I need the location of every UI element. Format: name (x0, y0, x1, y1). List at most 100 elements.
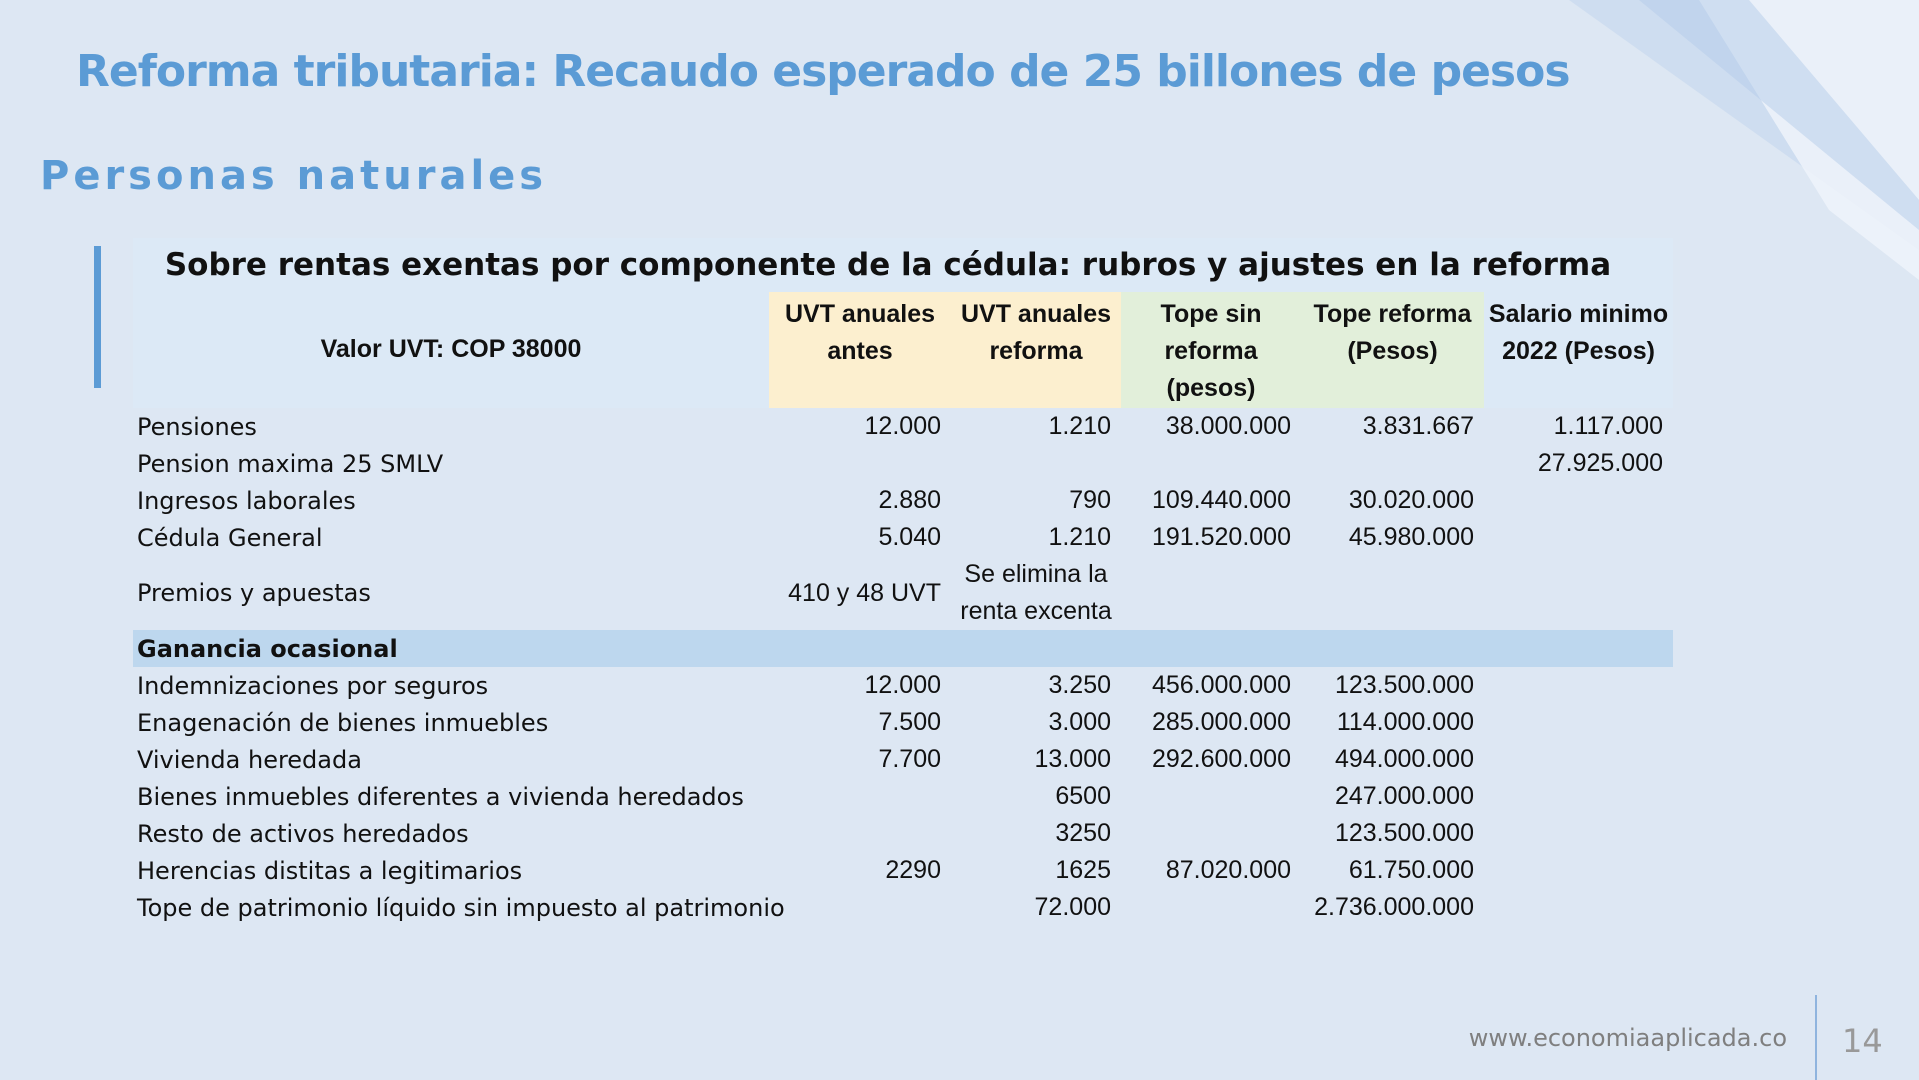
row-label: Indemnizaciones por seguros (137, 671, 489, 700)
tope-reforma-cell: 114.000.000 (1336, 708, 1474, 736)
uvt-antes-cell: 2290 (885, 856, 941, 884)
row-label: Tope de patrimonio líquido sin impuesto … (137, 893, 785, 922)
table-row: Pension maxima 25 SMLV 27.925.000 (133, 445, 1673, 482)
uvt-antes-cell (769, 889, 951, 926)
tope-reforma-cell: 45.980.000 (1348, 523, 1474, 551)
uvt-antes-cell: 5.040 (878, 523, 941, 551)
salario-cell (1484, 482, 1673, 519)
uvt-reforma-cell: 3.250 (1048, 671, 1111, 699)
salario-cell (1484, 519, 1673, 556)
table-row: Pensiones 12.000 1.210 38.000.000 3.831.… (133, 408, 1673, 445)
tope-reforma-cell: 30.020.000 (1348, 486, 1474, 514)
uvt-reforma-cell: 790 (1069, 486, 1111, 514)
uvt-reforma-cell: 3250 (1055, 819, 1111, 847)
header-salario-minimo: Salario minimo 2022 (Pesos) (1484, 292, 1673, 408)
salario-cell (1484, 778, 1673, 815)
section-header-row: Ganancia ocasional (133, 630, 1673, 667)
tope-sin-cell: 456.000.000 (1151, 671, 1291, 699)
salario-cell (1484, 741, 1673, 778)
table-row: Bienes inmuebles diferentes a vivienda h… (133, 778, 1673, 815)
exempt-income-table: Sobre rentas exentas por componente de l… (133, 238, 1673, 926)
row-label: Bienes inmuebles diferentes a vivienda h… (137, 782, 744, 811)
uvt-reforma-cell: 1625 (1055, 856, 1111, 884)
uvt-antes-cell (769, 815, 951, 852)
row-label: Ingresos laborales (137, 486, 356, 515)
row-label: Herencias distitas a legitimarios (137, 856, 523, 885)
row-label: Cédula General (137, 523, 323, 552)
footer-divider (1815, 995, 1817, 1080)
uvt-reforma-cell: 72.000 (1034, 893, 1111, 921)
header-uvt-antes: UVT anuales antes (769, 292, 951, 408)
slide-title: Reforma tributaria: Recaudo esperado de … (76, 46, 1571, 97)
uvt-reforma-cell: 13.000 (1034, 745, 1111, 773)
footer-url: www.economiaaplicada.co (1468, 1024, 1787, 1052)
accent-bar (94, 246, 101, 388)
tope-sin-cell (1121, 556, 1301, 630)
uvt-reforma-cell (951, 445, 1121, 482)
uvt-antes-cell: 2.880 (878, 486, 941, 514)
tope-reforma-cell: 123.500.000 (1334, 819, 1474, 847)
tope-reforma-cell: 247.000.000 (1334, 782, 1474, 810)
tope-reforma-cell: 3.831.667 (1362, 412, 1474, 440)
row-label: Enagenación de bienes inmuebles (137, 708, 549, 737)
table-row: Premios y apuestas 410 y 48 UVT Se elimi… (133, 556, 1673, 630)
salario-cell (1484, 889, 1673, 926)
uvt-value-header: Valor UVT: COP 38000 (133, 292, 769, 408)
tope-sin-cell: 285.000.000 (1151, 708, 1291, 736)
header-uvt-reforma: UVT anuales reforma (951, 292, 1121, 408)
tope-reforma-cell: 123.500.000 (1334, 671, 1474, 699)
section-label: Ganancia ocasional (133, 630, 1673, 667)
table-row: Resto de activos heredados 3250 123.500.… (133, 815, 1673, 852)
tope-sin-cell (1121, 445, 1301, 482)
row-label: Pensiones (137, 412, 257, 441)
tope-sin-cell (1121, 778, 1301, 815)
table-row: Herencias distitas a legitimarios 2290 1… (133, 852, 1673, 889)
uvt-reforma-cell: 3.000 (1048, 708, 1111, 736)
uvt-reforma-cell: Se elimina la renta excenta (960, 560, 1112, 625)
row-label: Resto de activos heredados (137, 819, 469, 848)
page-number: 14 (1842, 1022, 1883, 1060)
tope-sin-cell: 292.600.000 (1151, 745, 1291, 773)
table-row: Ingresos laborales 2.880 790 109.440.000… (133, 482, 1673, 519)
header-row: Valor UVT: COP 38000 UVT anuales antes U… (133, 292, 1673, 408)
uvt-antes-cell (769, 778, 951, 815)
table-row: Cédula General 5.040 1.210 191.520.000 4… (133, 519, 1673, 556)
tope-sin-cell (1121, 815, 1301, 852)
salario-cell (1484, 704, 1673, 741)
tope-sin-cell: 38.000.000 (1165, 412, 1291, 440)
slide-subtitle: Personas naturales (40, 153, 548, 199)
tope-reforma-cell (1301, 445, 1484, 482)
uvt-antes-cell: 7.700 (878, 745, 941, 773)
salario-cell: 1.117.000 (1553, 412, 1663, 440)
uvt-antes-cell: 12.000 (864, 412, 941, 440)
salario-cell (1484, 667, 1673, 704)
uvt-antes-cell: 12.000 (864, 671, 941, 699)
tope-reforma-cell: 494.000.000 (1334, 745, 1474, 773)
uvt-antes-cell: 410 y 48 UVT (788, 578, 941, 607)
uvt-reforma-cell: 1.210 (1048, 412, 1111, 440)
header-tope-sin-reforma: Tope sin reforma (pesos) (1121, 292, 1301, 408)
uvt-antes-cell (769, 445, 951, 482)
uvt-antes-cell: 7.500 (878, 708, 941, 736)
row-label: Premios y apuestas (137, 579, 371, 607)
table-row: Indemnizaciones por seguros 12.000 3.250… (133, 667, 1673, 704)
tope-reforma-cell: 2.736.000.000 (1314, 893, 1474, 921)
tope-sin-cell: 109.440.000 (1151, 486, 1291, 514)
uvt-reforma-cell: 6500 (1055, 782, 1111, 810)
salario-cell (1484, 815, 1673, 852)
uvt-reforma-cell: 1.210 (1048, 523, 1111, 551)
table-row: Vivienda heredada 7.700 13.000 292.600.0… (133, 741, 1673, 778)
row-label: Vivienda heredada (137, 745, 362, 774)
tope-reforma-cell: 61.750.000 (1348, 856, 1474, 884)
salario-cell (1484, 852, 1673, 889)
tope-sin-cell: 87.020.000 (1165, 856, 1291, 884)
tope-sin-cell: 191.520.000 (1151, 523, 1291, 551)
decorative-corner-shapes (1569, 0, 1919, 280)
table-row: Tope de patrimonio líquido sin impuesto … (133, 889, 1673, 926)
row-label: Pension maxima 25 SMLV (137, 449, 444, 478)
salario-cell: 27.925.000 (1537, 449, 1663, 477)
table-title: Sobre rentas exentas por componente de l… (133, 238, 1673, 292)
tope-reforma-cell (1301, 556, 1484, 630)
salario-cell (1484, 556, 1673, 630)
header-tope-reforma: Tope reforma (Pesos) (1301, 292, 1484, 408)
